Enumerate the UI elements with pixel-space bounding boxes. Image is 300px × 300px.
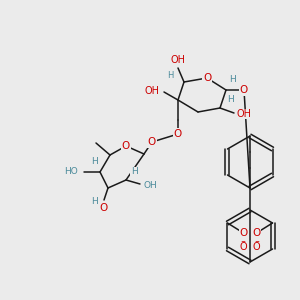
Text: H: H — [226, 95, 233, 104]
Text: O: O — [253, 242, 260, 252]
Text: O: O — [148, 137, 156, 147]
Text: H: H — [167, 71, 173, 80]
Text: O: O — [203, 73, 211, 83]
Text: H: H — [229, 76, 236, 85]
Text: O: O — [174, 129, 182, 139]
Text: O: O — [240, 85, 248, 95]
Text: O: O — [240, 242, 247, 252]
Text: OH: OH — [145, 86, 160, 96]
Text: O: O — [253, 242, 260, 250]
Text: O: O — [239, 228, 247, 238]
Text: H: H — [91, 197, 98, 206]
Text: O: O — [240, 242, 247, 250]
Text: O: O — [100, 203, 108, 213]
Text: OH: OH — [143, 182, 157, 190]
Text: OH: OH — [236, 109, 251, 119]
Text: O: O — [252, 228, 261, 238]
Text: H: H — [130, 167, 137, 176]
Text: H: H — [91, 158, 98, 166]
Text: O: O — [122, 141, 130, 151]
Text: OH: OH — [170, 55, 185, 65]
Text: HO: HO — [64, 167, 78, 176]
